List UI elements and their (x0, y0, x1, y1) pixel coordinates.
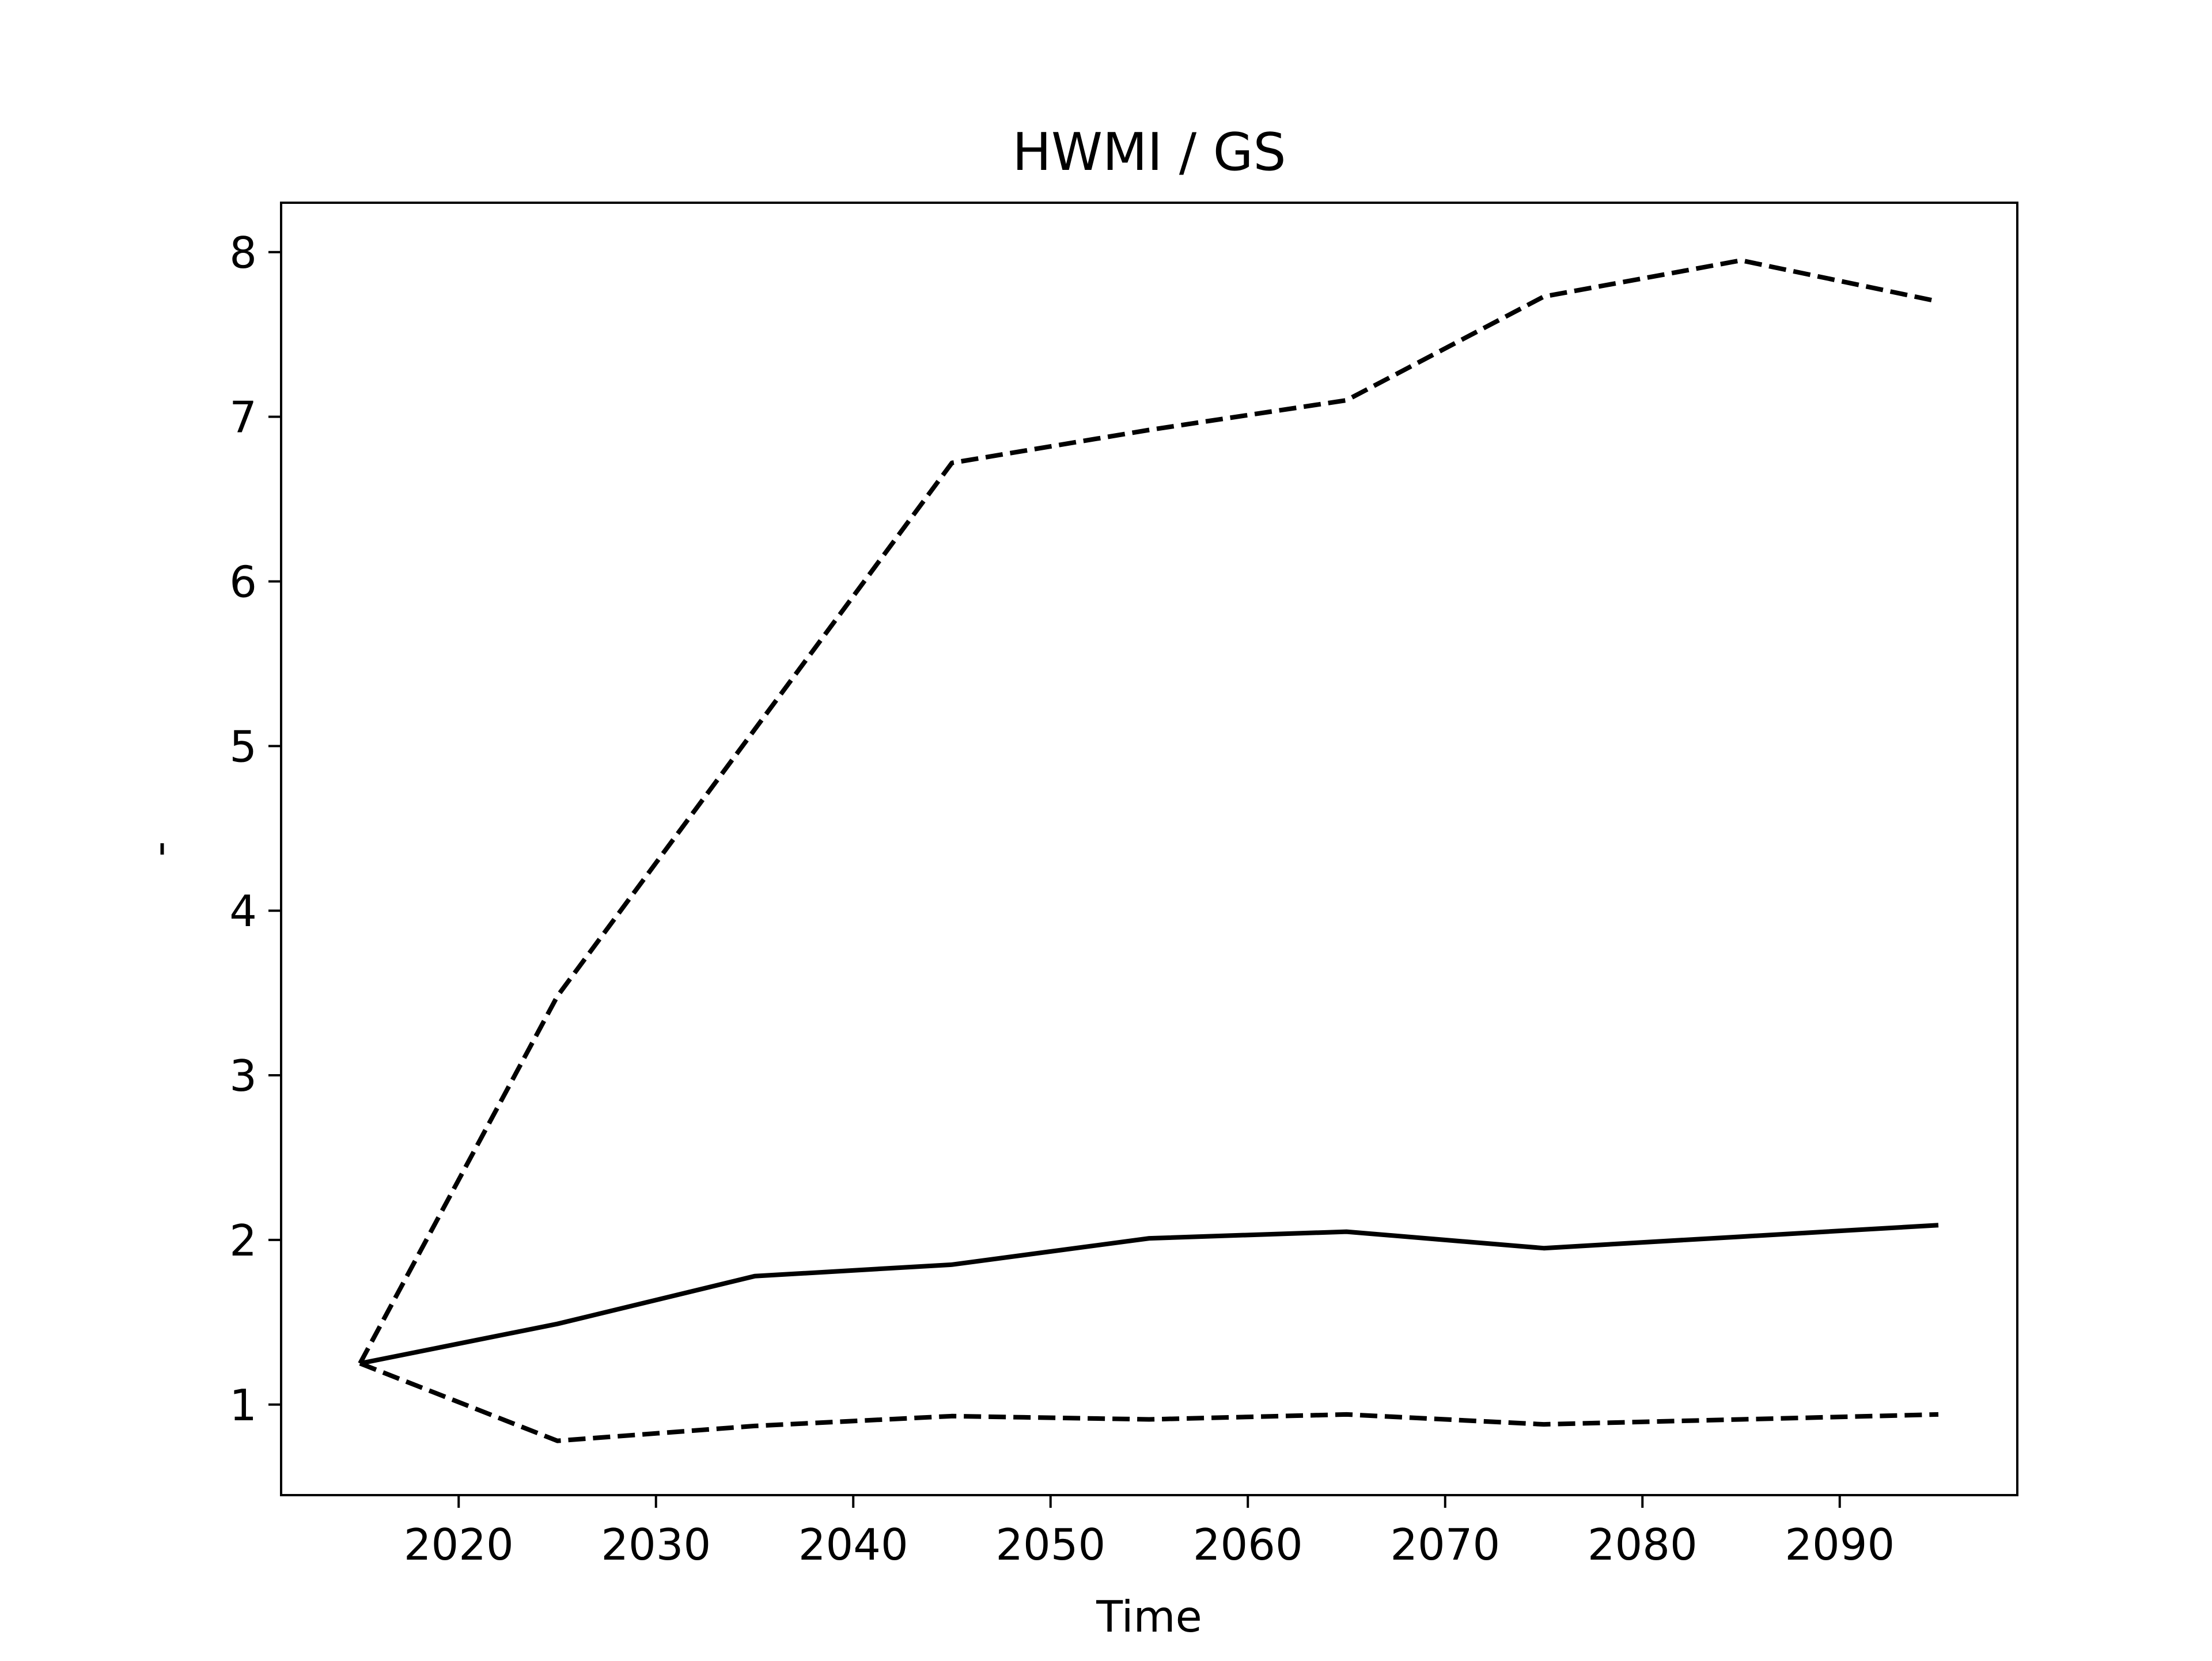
y-tick-label: 4 (229, 886, 257, 936)
y-tick-label: 1 (229, 1380, 257, 1431)
x-tick-label: 2050 (995, 1519, 1105, 1570)
y-tick-label: 5 (229, 721, 257, 772)
y-tick-label: 2 (229, 1215, 257, 1266)
x-tick-label: 2030 (601, 1519, 711, 1570)
x-tick-label: 2060 (1193, 1519, 1303, 1570)
x-axis-ticks: 2020 2030 2040 2050 2060 2070 2080 2090 (404, 1495, 1895, 1570)
y-axis-ticks: 1 2 3 4 5 6 7 8 (229, 227, 281, 1431)
y-tick-label: 6 (229, 556, 257, 607)
x-tick-label: 2070 (1390, 1519, 1500, 1570)
y-tick-label: 7 (229, 392, 257, 443)
x-tick-label: 2090 (1785, 1519, 1895, 1570)
solid-series-line-0 (359, 1223, 1939, 1366)
x-axis-label: Time (1096, 1591, 1202, 1642)
dashed-series-line-1 (358, 258, 1939, 1365)
y-axis-label: - (134, 841, 184, 856)
chart-title: HWMI / GS (1012, 122, 1286, 183)
y-tick-label: 3 (229, 1051, 257, 1101)
y-tick-label: 8 (229, 227, 257, 278)
axes-frame (280, 202, 2018, 1496)
plot-area (358, 258, 1939, 1443)
x-tick-label: 2040 (798, 1519, 908, 1570)
x-tick-label: 2080 (1588, 1519, 1698, 1570)
dashed-series-line-2 (359, 1361, 1939, 1443)
x-tick-label: 2020 (404, 1519, 514, 1570)
